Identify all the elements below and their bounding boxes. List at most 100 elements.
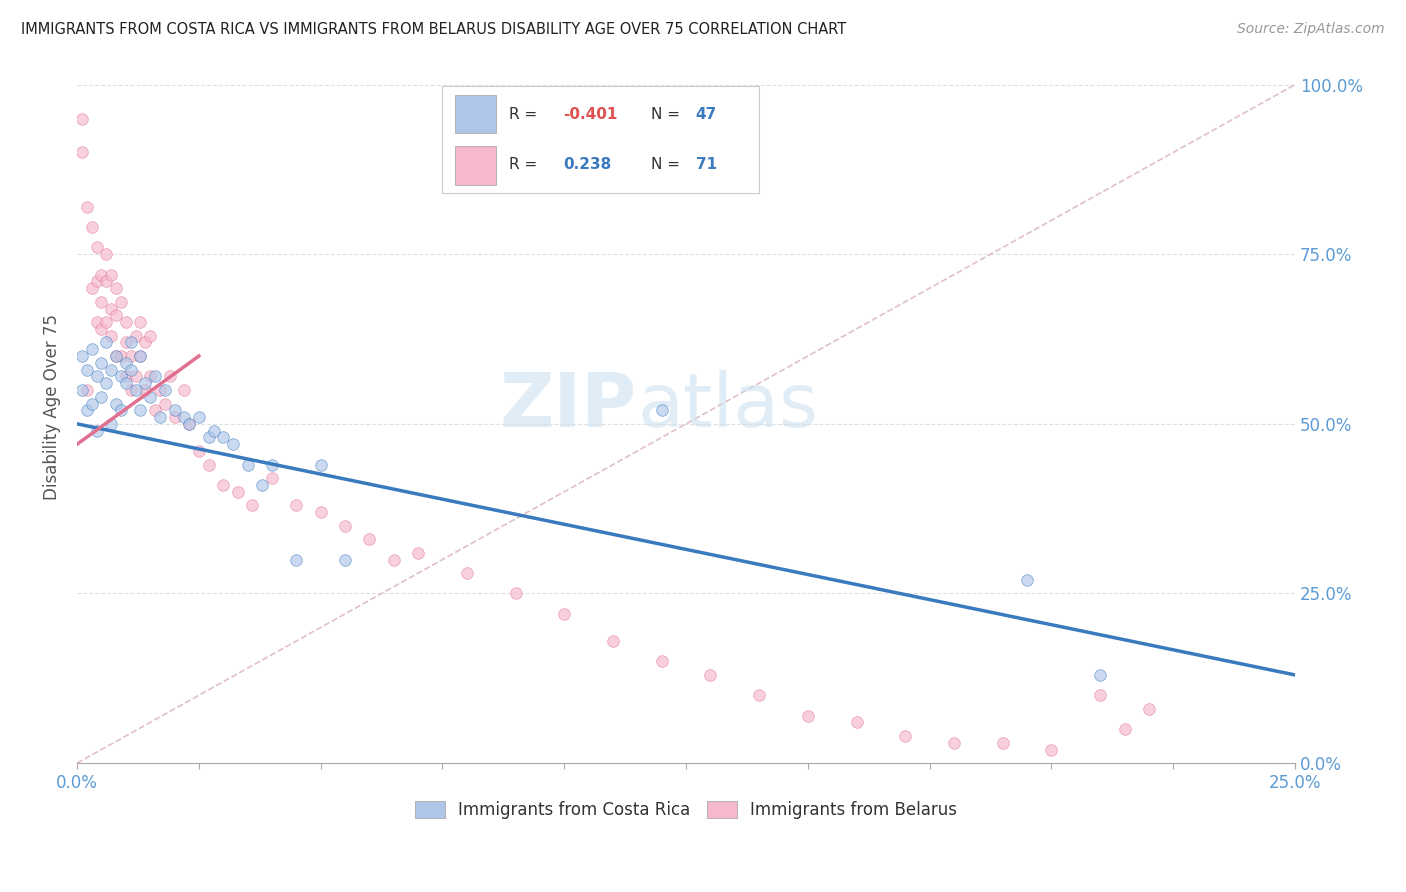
Point [86,315,108,329]
Point [179,417,201,431]
Point [212,430,235,444]
Point [1137,702,1160,716]
Point [124,369,146,384]
Legend: Immigrants from Costa Rica, Immigrants from Belarus: Immigrants from Costa Rica, Immigrants f… [408,795,965,826]
Point [70,349,93,363]
Point [100,362,122,376]
Point [100,268,122,282]
Point [149,410,172,425]
Point [134,335,156,350]
Point [105,308,128,322]
Point [1015,573,1038,587]
Point [76,403,98,417]
Point [120,383,142,397]
Point [86,369,108,384]
Point [242,498,264,512]
Point [100,301,122,316]
Point [260,471,283,485]
Point [153,383,176,397]
Point [76,383,98,397]
Point [80,343,103,357]
Point [651,403,673,417]
Point [129,349,152,363]
Point [90,268,112,282]
Point [505,586,527,600]
Point [187,444,209,458]
Point [124,328,146,343]
Point [143,369,166,384]
Point [129,349,152,363]
Point [90,294,112,309]
Point [139,369,162,384]
Point [748,688,770,702]
Point [70,145,93,160]
Point [124,383,146,397]
Point [80,281,103,295]
Point [134,376,156,391]
Point [70,383,93,397]
Point [236,458,259,472]
Point [96,376,118,391]
Point [991,736,1014,750]
Point [76,200,98,214]
Point [1040,742,1063,756]
Point [153,396,176,410]
Point [456,566,478,581]
Point [894,729,917,743]
Point [309,505,332,519]
Point [110,403,132,417]
Point [110,349,132,363]
Point [100,328,122,343]
Point [70,112,93,126]
Point [96,315,118,329]
Point [1114,722,1136,736]
Point [1088,668,1111,682]
Point [100,417,122,431]
Point [187,410,209,425]
Text: ZIP: ZIP [501,370,637,443]
Point [86,424,108,438]
Point [114,315,136,329]
Point [86,240,108,254]
Text: Source: ZipAtlas.com: Source: ZipAtlas.com [1237,22,1385,37]
Point [114,335,136,350]
Point [406,546,429,560]
Point [260,458,283,472]
Point [114,356,136,370]
Point [90,356,112,370]
Point [139,328,162,343]
Point [90,390,112,404]
Point [159,369,181,384]
Point [105,281,128,295]
Point [105,349,128,363]
Point [143,403,166,417]
Point [80,396,103,410]
Point [845,715,868,730]
Point [285,498,308,512]
Point [80,220,103,235]
Text: atlas: atlas [637,370,818,443]
Y-axis label: Disability Age Over 75: Disability Age Over 75 [44,314,60,500]
Point [222,437,245,451]
Point [86,274,108,288]
Point [173,383,195,397]
Point [651,654,673,668]
Point [134,383,156,397]
Point [250,478,273,492]
Point [163,410,186,425]
Point [197,458,219,472]
Point [120,335,142,350]
Point [602,634,624,648]
Point [333,518,356,533]
Text: IMMIGRANTS FROM COSTA RICA VS IMMIGRANTS FROM BELARUS DISABILITY AGE OVER 75 COR: IMMIGRANTS FROM COSTA RICA VS IMMIGRANTS… [21,22,846,37]
Point [943,736,966,750]
Point [359,533,381,547]
Point [139,390,162,404]
Point [173,410,195,425]
Point [797,708,820,723]
Point [699,668,721,682]
Point [285,552,308,566]
Point [76,362,98,376]
Point [110,294,132,309]
Point [197,430,219,444]
